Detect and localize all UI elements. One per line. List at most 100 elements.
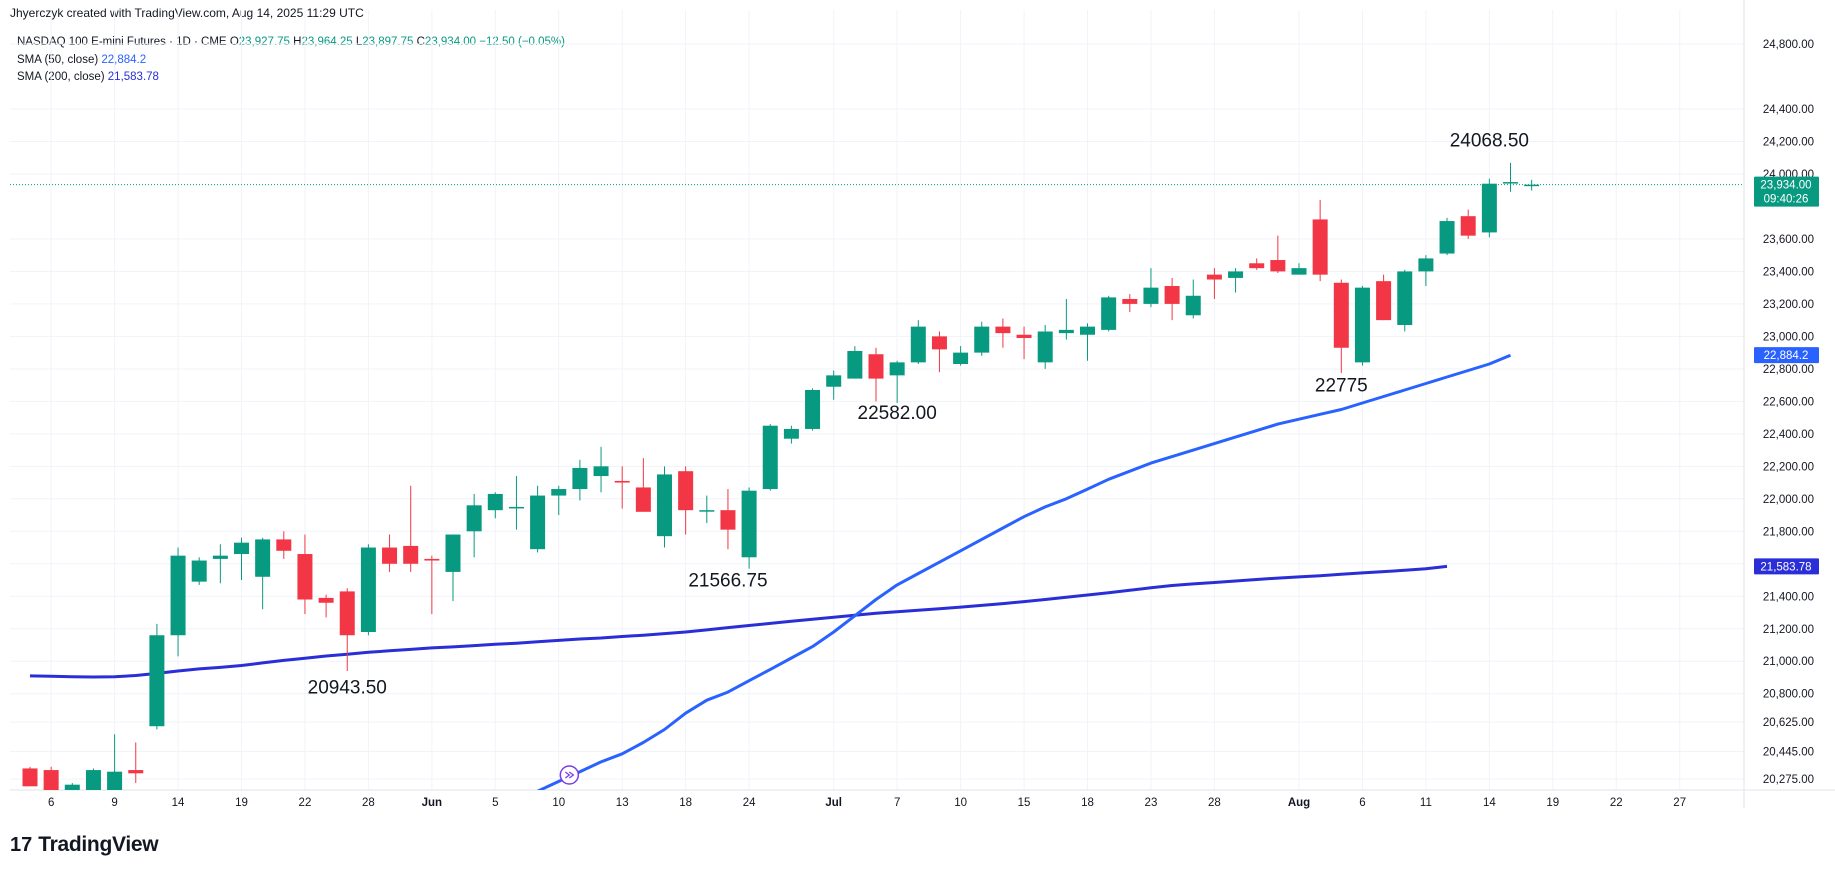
candle-body <box>403 545 419 564</box>
candle-body <box>85 770 101 790</box>
candle-body <box>149 635 165 727</box>
candle-body <box>762 425 778 490</box>
candle <box>1481 178 1497 238</box>
price-tick-label: 20,275.00 <box>1763 774 1814 786</box>
candle <box>614 466 630 509</box>
candle <box>445 534 461 602</box>
high-value: 23,964.25 <box>301 36 353 48</box>
time-tick-label: 7 <box>894 797 900 809</box>
low-value: 23,897.75 <box>362 36 414 48</box>
candle <box>1080 323 1095 361</box>
price-tick-label: 21,200.00 <box>1763 624 1814 636</box>
time-tick-label: 18 <box>679 797 692 809</box>
candle-body <box>1037 331 1053 363</box>
candle-body <box>1439 221 1455 254</box>
candle <box>826 370 842 400</box>
candle <box>551 485 567 516</box>
candle-body <box>699 510 715 512</box>
time-tick-label: 9 <box>111 797 117 809</box>
candle <box>1143 268 1159 308</box>
candle <box>1185 279 1201 319</box>
candle <box>128 742 144 784</box>
candle <box>1333 279 1349 373</box>
candle-body <box>191 560 207 582</box>
time-tick-label: 6 <box>1359 797 1365 809</box>
candle-body <box>805 389 821 429</box>
footer-brand[interactable]: 17 TradingView <box>10 833 159 857</box>
candle-body <box>741 490 757 558</box>
candle-body <box>1524 184 1540 187</box>
time-tick-label: 10 <box>954 797 967 809</box>
candle <box>1164 277 1180 321</box>
time-tick-label: 13 <box>616 797 629 809</box>
symbol-name[interactable]: NASDAQ 100 E-mini Futures · 1D · CME <box>17 36 227 48</box>
candle <box>403 485 419 572</box>
candle-body <box>128 770 144 774</box>
sma50-line-group <box>536 353 1512 790</box>
sma200-tag: 21,583.78 <box>1754 558 1819 575</box>
candle <box>508 476 524 530</box>
candle-body <box>720 510 736 530</box>
price-tick-label: 23,000.00 <box>1763 331 1814 343</box>
candle <box>234 537 249 581</box>
candle-body <box>1101 297 1117 330</box>
candle <box>107 734 123 790</box>
price-tick-label: 20,800.00 <box>1763 689 1814 701</box>
candle-body <box>424 558 440 561</box>
price-annotations: 20943.50 21566.75 22582.00 22775 24068.50 <box>308 130 1529 698</box>
price-annotation: 21566.75 <box>688 571 767 592</box>
sma200-line-group <box>29 564 1448 679</box>
candles-group <box>10 162 1744 790</box>
candle <box>931 331 947 373</box>
grid-lines <box>10 0 1835 808</box>
candle <box>572 459 588 501</box>
candle-body <box>1228 271 1244 278</box>
sma200-value: 21,583.78 <box>107 71 159 83</box>
candle <box>43 766 59 790</box>
candle-body <box>43 770 59 790</box>
candle-body <box>64 784 80 790</box>
candle-body <box>530 495 546 550</box>
candle-body <box>1206 274 1222 280</box>
candle <box>657 466 672 548</box>
candle-body <box>868 354 884 379</box>
candle <box>1016 326 1032 360</box>
candle <box>1206 268 1222 300</box>
candle-body <box>847 350 863 379</box>
price-tick-label: 22,000.00 <box>1763 494 1814 506</box>
sma200-row[interactable]: SMA (200, close) 21,583.78 <box>17 69 565 87</box>
candle-body <box>1354 287 1370 363</box>
candle <box>1312 199 1328 282</box>
last-price-tag-text: 09:40:26 <box>1764 194 1809 206</box>
candle-body <box>995 326 1011 334</box>
candle <box>1460 209 1476 239</box>
open-label: O <box>229 36 239 48</box>
price-axis[interactable]: 20,275.00 20,445.00 20,625.00 20,800.00 21,0… <box>1763 39 1814 786</box>
time-tick-label: 19 <box>1546 797 1559 809</box>
time-tick-label: 14 <box>1483 797 1496 809</box>
candle <box>149 623 165 730</box>
candle <box>276 531 292 559</box>
candle <box>85 768 101 790</box>
candle-body <box>1249 263 1265 269</box>
candle <box>424 555 440 615</box>
time-axis[interactable]: 6 9 14 19 22 28 Jun 5 10 13 18 24 Jul 7 10 15 18 23 28 Aug 6… <box>48 797 1686 809</box>
candle-body <box>657 474 672 537</box>
candle-body <box>931 336 947 350</box>
price-tick-label: 22,200.00 <box>1763 461 1814 473</box>
candle <box>1439 217 1455 256</box>
time-tick-label: 28 <box>362 797 375 809</box>
candle <box>889 360 905 403</box>
candle-body <box>1312 219 1328 275</box>
candle <box>805 388 821 431</box>
price-tick-label: 23,400.00 <box>1763 266 1814 278</box>
candle-body <box>445 534 461 572</box>
candle-body <box>572 467 588 490</box>
chart-extras <box>559 765 580 785</box>
candle <box>1376 274 1392 321</box>
sma50-row[interactable]: SMA (50, close) 22,884.2 <box>17 52 565 70</box>
candle-body <box>551 489 567 496</box>
sma50-tag-bg <box>1754 347 1819 364</box>
candle-body <box>1164 286 1180 304</box>
